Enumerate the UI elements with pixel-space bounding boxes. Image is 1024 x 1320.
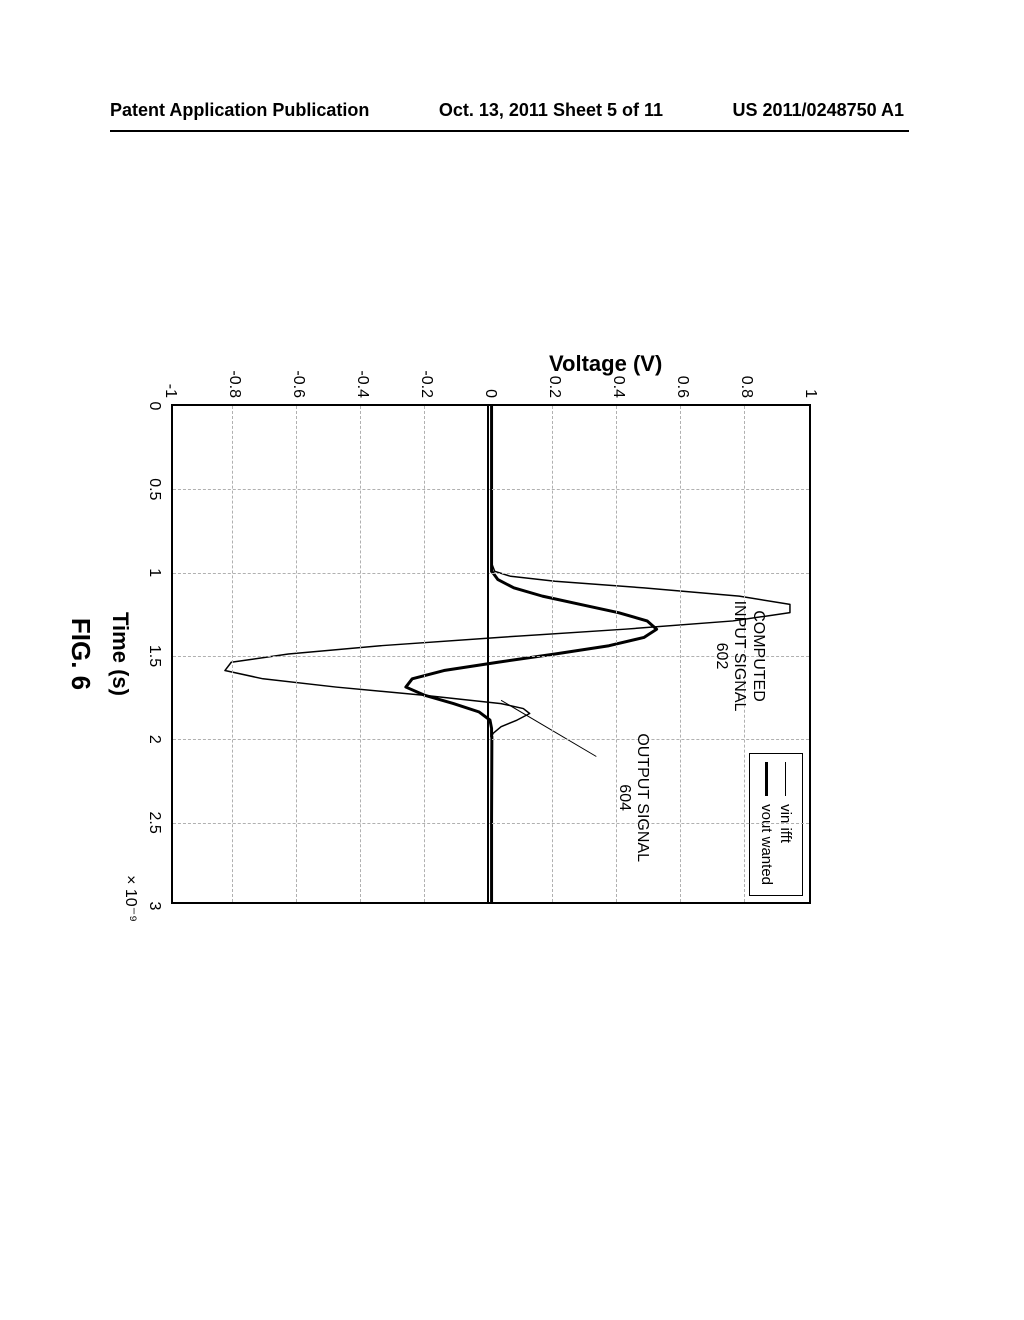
gridline-h <box>232 406 233 902</box>
chart-frame: Voltage (V) Time (s) FIG. 6 × 10⁻⁹ vin i… <box>171 404 811 904</box>
y-tick-label: 0 <box>481 348 499 398</box>
y-axis-label: Voltage (V) <box>549 351 662 377</box>
gridline-h <box>424 406 425 902</box>
gridline-v <box>173 573 809 574</box>
y-tick-label: -1 <box>161 348 179 398</box>
series-line <box>225 406 790 902</box>
gridline-v <box>173 823 809 824</box>
header-right: US 2011/0248750 A1 <box>733 100 904 121</box>
x-tick-label: 1 <box>145 558 163 588</box>
gridline-v <box>173 489 809 490</box>
annotation-computed-input: COMPUTEDINPUT SIGNAL602 <box>711 586 766 726</box>
header-left: Patent Application Publication <box>110 100 369 121</box>
y-tick-label: -0.8 <box>225 348 243 398</box>
y-tick-label: 0.6 <box>673 348 691 398</box>
x-tick-label: 1.5 <box>145 641 163 671</box>
gridline-h <box>552 406 553 902</box>
y-tick-label: -0.4 <box>353 348 371 398</box>
y-tick-label: 0.8 <box>737 348 755 398</box>
figure-label: FIG. 6 <box>65 406 96 902</box>
y-tick-label: 1 <box>801 348 819 398</box>
page-header: Patent Application Publication Oct. 13, … <box>0 100 1024 121</box>
chart-container: Voltage (V) Time (s) FIG. 6 × 10⁻⁹ vin i… <box>81 339 821 931</box>
x-tick-label: 2 <box>145 724 163 754</box>
header-center: Oct. 13, 2011 Sheet 5 of 11 <box>439 100 663 121</box>
gridline-h <box>487 406 489 902</box>
annotation-output-signal: OUTPUT SIGNAL604 <box>615 728 652 868</box>
gridline-h <box>296 406 297 902</box>
y-tick-label: -0.2 <box>417 348 435 398</box>
x-tick-label: 2.5 <box>145 808 163 838</box>
gridline-v <box>173 739 809 740</box>
gridline-h <box>360 406 361 902</box>
y-tick-label: 0.2 <box>545 348 563 398</box>
x-tick-label: 0.5 <box>145 474 163 504</box>
x-axis-exponent: × 10⁻⁹ <box>121 875 141 922</box>
header-rule <box>110 130 909 132</box>
gridline-h <box>680 406 681 902</box>
y-tick-label: -0.6 <box>289 348 307 398</box>
annotation-leaders <box>501 700 596 756</box>
y-tick-label: 0.4 <box>609 348 627 398</box>
x-tick-label: 3 <box>145 891 163 921</box>
x-axis-label: Time (s) <box>107 406 133 902</box>
